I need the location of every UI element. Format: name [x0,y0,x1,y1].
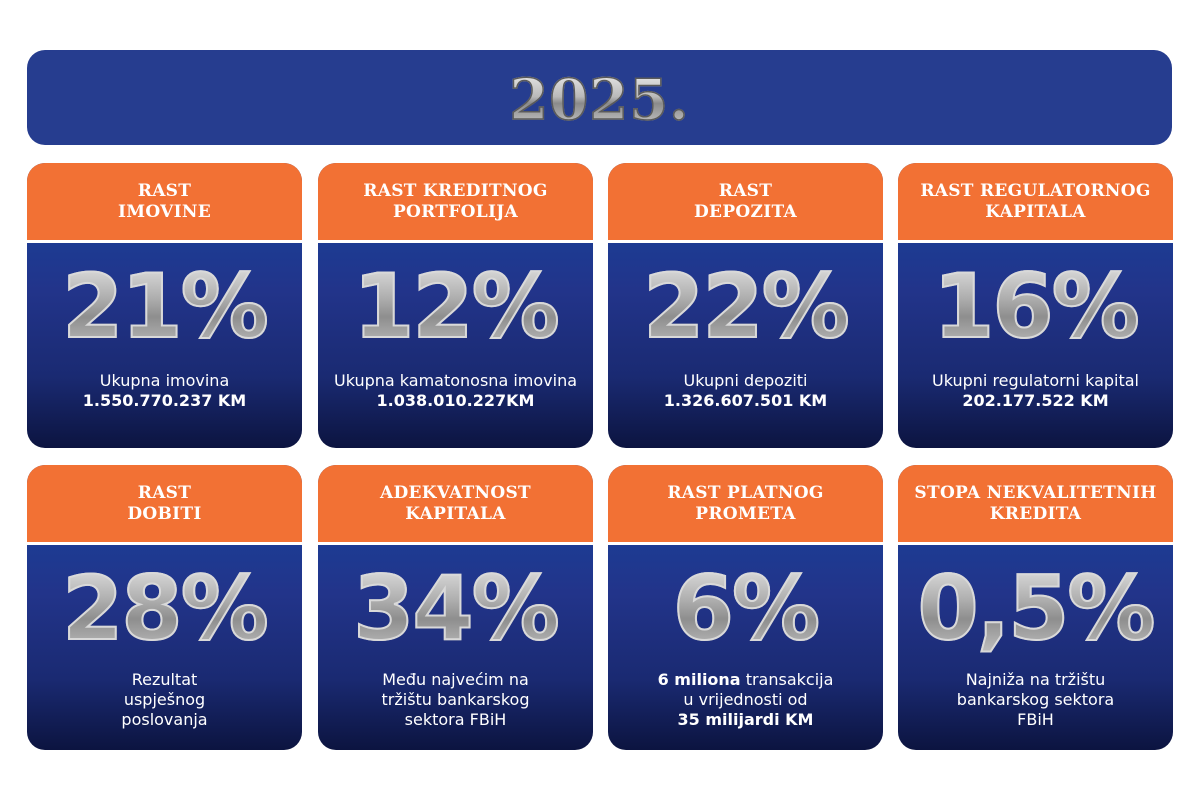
card-description: Najniža na tržištu bankarskog sektora FBiH [898,670,1173,730]
desc-amount: 1.038.010.227KM [376,391,535,410]
card-title: ADEKVATNOST [379,482,532,503]
year-title: 2025. [509,66,690,134]
card-deposit-growth: RAST DEPOZITA 22% Ukupni depoziti 1.326.60… [608,163,883,448]
card-value: 16% [898,256,1173,358]
card-header: RAST DOBITI [27,465,302,545]
card-description: Rezultat uspješnog poslovanja [27,670,302,730]
card-title: DOBITI [127,503,202,524]
desc-line: Ukupni depoziti [683,371,808,390]
card-title: PROMETA [695,503,796,524]
card-npl-ratio: STOPA NEKVALITETNIH KREDITA 0,5% Najniža … [898,465,1173,750]
card-title: RAST PLATNOG [667,482,824,503]
card-header: RAST PLATNOG PROMETA [608,465,883,545]
card-value: 0,5% [898,558,1173,660]
card-header: RAST DEPOZITA [608,163,883,243]
year-banner: 2025. [27,50,1172,145]
card-loan-portfolio-growth: RAST KREDITNOG PORTFOLIJA 12% Ukupna kama… [318,163,593,448]
desc-bold: 6 miliona [657,670,741,689]
card-header: RAST IMOVINE [27,163,302,243]
desc-line: tržištu bankarskog [381,690,530,709]
desc-line: sektora FBiH [404,710,507,729]
card-title: IMOVINE [117,201,212,222]
card-title: RAST REGULATORNOG [920,180,1151,201]
card-capital-adequacy: ADEKVATNOST KAPITALA 34% Među najvećim na… [318,465,593,750]
desc-amount: 1.550.770.237 KM [82,391,247,410]
desc-amount: 35 milijardi KM [677,710,814,729]
card-regulatory-capital-growth: RAST REGULATORNOG KAPITALA 16% Ukupni reg… [898,163,1173,448]
card-title: PORTFOLIJA [392,201,519,222]
desc-line: FBiH [1017,710,1054,729]
desc-line: Ukupna imovina [99,371,230,390]
desc-line: Ukupna kamatonosna imovina [333,371,578,390]
card-value: 6% [608,558,883,660]
card-title: KAPITALA [985,201,1086,222]
desc-line: Među najvećim na [382,670,529,689]
card-title: RAST [137,180,192,201]
card-profit-growth: RAST DOBITI 28% Rezultat uspješnog poslovan… [27,465,302,750]
card-header: STOPA NEKVALITETNIH KREDITA [898,465,1173,545]
desc-amount: 1.326.607.501 KM [663,391,828,410]
card-value: 34% [318,558,593,660]
card-value: 22% [608,256,883,358]
card-title: RAST [718,180,773,201]
desc-line: Ukupni regulatorni kapital [931,371,1139,390]
desc-line: uspješnog [123,690,206,709]
card-title: RAST KREDITNOG [363,180,548,201]
card-payment-traffic-growth: RAST PLATNOG PROMETA 6% 6 miliona transak… [608,465,883,750]
desc-line: bankarskog sektora [956,690,1115,709]
card-header: RAST REGULATORNOG KAPITALA [898,163,1173,243]
card-header: RAST KREDITNOG PORTFOLIJA [318,163,593,243]
card-header: ADEKVATNOST KAPITALA [318,465,593,545]
desc-line: Najniža na tržištu [965,670,1106,689]
card-value: 12% [318,256,593,358]
card-description: Ukupna imovina 1.550.770.237 KM [27,371,302,411]
card-title: KREDITA [989,503,1082,524]
card-title: RAST [137,482,192,503]
card-description: Među najvećim na tržištu bankarskog sektor… [318,670,593,730]
card-description: Ukupna kamatonosna imovina 1.038.010.227K… [318,371,593,411]
desc-line: transakcija [740,670,834,689]
card-description: 6 miliona transakcija u vrijednosti od 35 … [608,670,883,730]
card-value: 21% [27,256,302,358]
card-title: STOPA NEKVALITETNIH [914,482,1157,503]
card-value: 28% [27,558,302,660]
desc-amount: 202.177.522 KM [962,391,1109,410]
desc-line: u vrijednosti od [683,690,808,709]
card-title: DEPOZITA [694,201,797,222]
desc-line: Rezultat [131,670,198,689]
card-asset-growth: RAST IMOVINE 21% Ukupna imovina 1.550.770.… [27,163,302,448]
card-description: Ukupni depoziti 1.326.607.501 KM [608,371,883,411]
card-title: KAPITALA [405,503,506,524]
card-description: Ukupni regulatorni kapital 202.177.522 KM [898,371,1173,411]
desc-line: poslovanja [121,710,208,729]
